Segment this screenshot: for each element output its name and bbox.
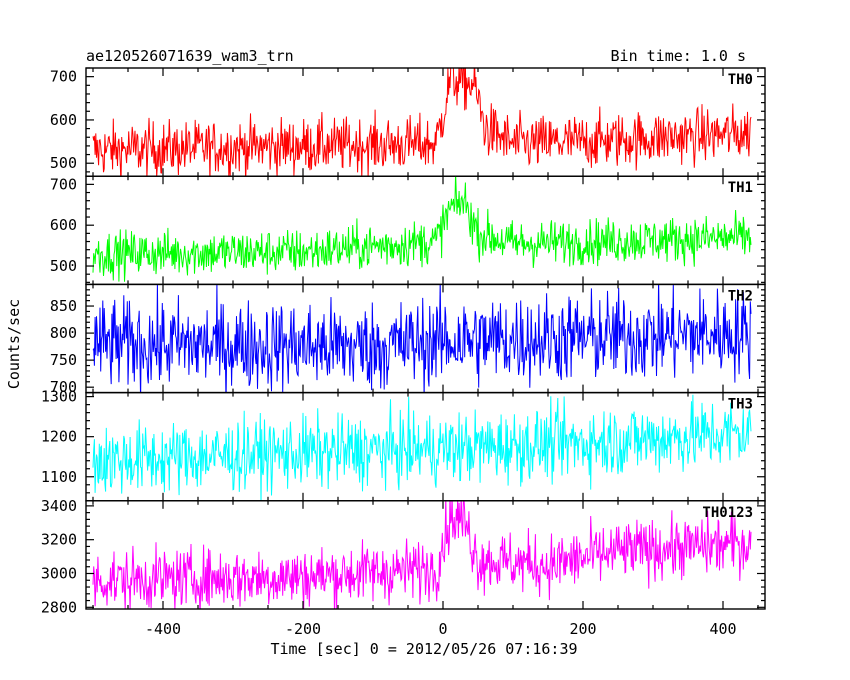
series-line-th1	[92, 176, 752, 282]
series-line-th0	[92, 68, 752, 177]
y-tick-label-th0123: 3200	[41, 531, 77, 549]
panel-label-th0: TH0	[728, 72, 753, 88]
y-tick-label-th2: 750	[50, 351, 77, 369]
panel-frame-th0123	[85, 500, 766, 610]
y-tick-label-th3: 1100	[41, 468, 77, 486]
chart-title: ae120526071639_wam3_trn	[86, 47, 294, 65]
y-tick-label-th2: 850	[50, 297, 77, 315]
x-tick-label: -400	[145, 620, 181, 638]
x-tick-label: -200	[285, 620, 321, 638]
x-tick-label: 400	[709, 620, 736, 638]
y-tick-label-th0: 700	[50, 68, 77, 86]
y-tick-label-th2: 700	[50, 378, 77, 396]
y-tick-label-th0123: 3000	[41, 564, 77, 582]
y-tick-label-th0: 500	[50, 154, 77, 172]
y-axis-label: Counts/sec	[5, 299, 23, 389]
panel-label-th2: TH2	[728, 288, 753, 304]
bin-time-label: Bin time: 1.0 s	[611, 47, 746, 65]
series-line-th0123	[92, 500, 752, 609]
x-tick-label: 0	[438, 620, 447, 638]
panel-label-th0123: TH0123	[702, 505, 753, 521]
y-tick-label-th1: 700	[50, 175, 77, 193]
y-tick-label-th3: 1200	[41, 428, 77, 446]
panels-group: 500 600 700 TH0 500 600 700 TH1 700 750 800 850 TH2 1…	[41, 67, 766, 638]
y-tick-label-th3: 1300	[41, 388, 77, 406]
x-axis-label: Time [sec] 0 = 2012/05/26 07:16:39	[270, 640, 577, 658]
y-tick-label-th2: 800	[50, 324, 77, 342]
panel-label-th1: TH1	[728, 180, 753, 196]
y-tick-label-th1: 500	[50, 257, 77, 275]
panel-label-th3: TH3	[728, 397, 753, 413]
series-line-th3	[92, 394, 752, 501]
series-line-th2	[92, 284, 752, 393]
x-tick-label: 200	[569, 620, 596, 638]
y-tick-label-th1: 600	[50, 216, 77, 234]
y-tick-label-th0123: 2800	[41, 598, 77, 616]
y-tick-label-th0: 600	[50, 111, 77, 129]
y-tick-label-th0123: 3400	[41, 497, 77, 515]
